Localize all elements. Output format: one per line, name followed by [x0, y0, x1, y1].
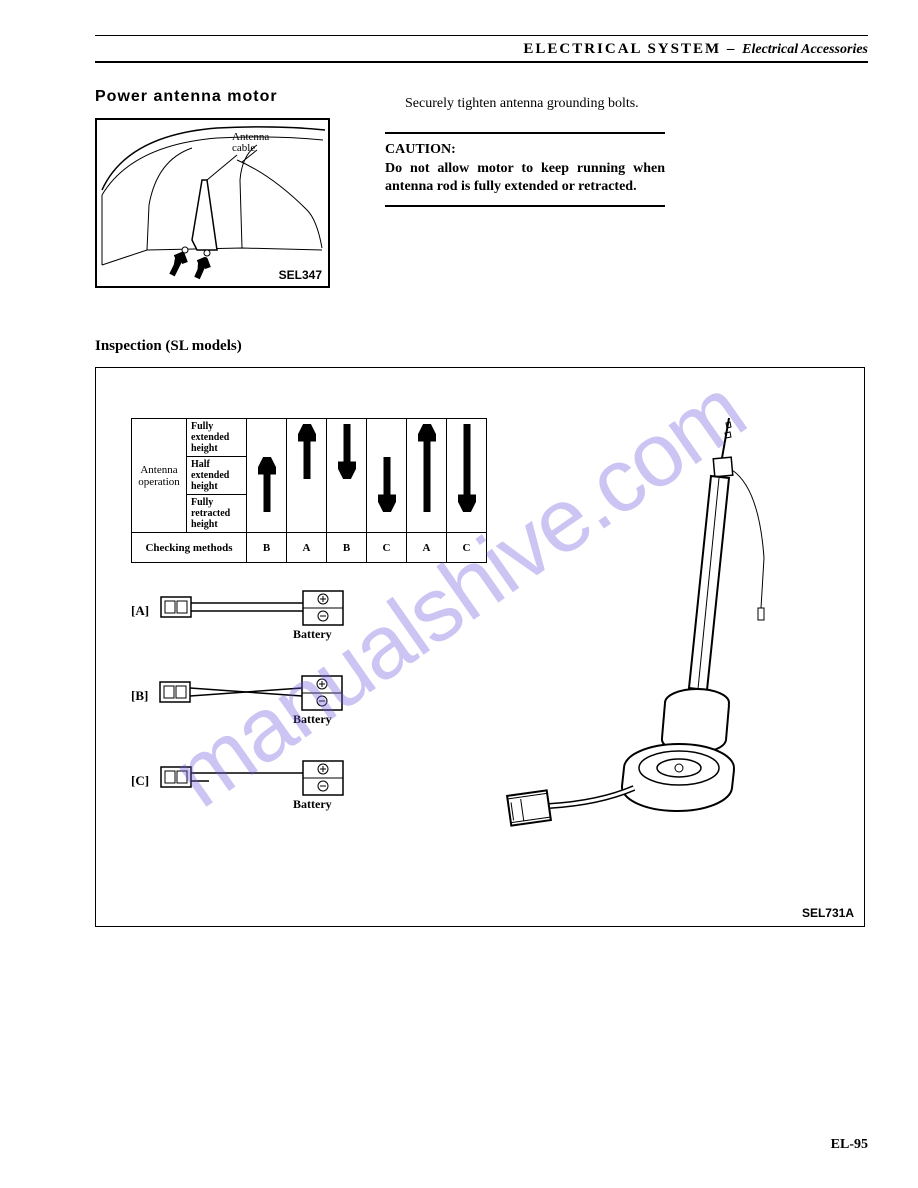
row-fully-ext: Fully extended height	[187, 419, 247, 457]
battery-a: Battery	[293, 627, 332, 642]
row-half-ext: Half extended height	[187, 457, 247, 495]
page-root: ELECTRICAL SYSTEM – Electrical Accessori…	[0, 0, 918, 1188]
figure-2-frame: Antenna operation Fully extended height	[95, 367, 865, 927]
figure-2-code: SEL731A	[802, 906, 854, 920]
antenna-op-label: Antenna operation	[132, 419, 187, 533]
inspection-title: Inspection (SL models)	[95, 338, 868, 355]
arrow-up-icon	[298, 424, 316, 479]
header-dash: –	[721, 41, 742, 57]
connector-a: [A] Battery	[131, 583, 363, 638]
arrow-up-icon	[258, 457, 276, 512]
arrow-up-icon	[418, 424, 436, 512]
arrow-col-5	[447, 419, 487, 533]
battery-b: Battery	[293, 712, 332, 727]
arrow-col-4	[407, 419, 447, 533]
method-5: C	[447, 533, 487, 563]
header-sub: Electrical Accessories	[742, 42, 868, 57]
arrow-col-2	[327, 419, 367, 533]
right-column: Securely tighten antenna grounding bolts…	[385, 88, 665, 288]
conn-a-label: [A]	[131, 603, 149, 619]
conn-b-label: [B]	[131, 688, 148, 704]
arrow-down-icon	[378, 457, 396, 512]
method-4: A	[407, 533, 447, 563]
page-header: ELECTRICAL SYSTEM – Electrical Accessori…	[95, 35, 868, 63]
method-0: B	[247, 533, 287, 563]
row-fully-ret: Fully retracted height	[187, 495, 247, 533]
caution-box: CAUTION: Do not allow motor to keep runn…	[385, 132, 665, 208]
connector-c: [C] Battery	[131, 753, 363, 808]
top-row: Power antenna motor	[95, 88, 868, 288]
left-column: Power antenna motor	[95, 88, 335, 288]
arrow-col-0	[247, 419, 287, 533]
antenna-motor-illustration	[489, 408, 849, 878]
operation-table: Antenna operation Fully extended height	[131, 418, 487, 563]
method-2: B	[327, 533, 367, 563]
figure-1-code: SEL347	[279, 268, 322, 282]
caution-body: Do not allow motor to keep running when …	[385, 160, 665, 198]
caution-title: CAUTION:	[385, 142, 665, 158]
header-main: ELECTRICAL SYSTEM	[523, 41, 721, 57]
method-3: C	[367, 533, 407, 563]
trunk-illustration	[97, 120, 328, 286]
body-text: Securely tighten antenna grounding bolts…	[385, 94, 665, 114]
connector-b: [B] Battery	[131, 668, 362, 723]
conn-c-label: [C]	[131, 773, 149, 789]
arrow-col-3	[367, 419, 407, 533]
arrow-col-1	[287, 419, 327, 533]
method-1: A	[287, 533, 327, 563]
arrow-down-icon	[338, 424, 356, 479]
methods-label: Checking methods	[132, 533, 247, 563]
section-title: Power antenna motor	[95, 88, 335, 106]
arrow-down-icon	[458, 424, 476, 512]
page-number: EL-95	[831, 1137, 868, 1153]
battery-c: Battery	[293, 797, 332, 812]
figure-1: Antenna cable SEL347	[95, 118, 330, 288]
antenna-label: Antenna cable	[232, 132, 269, 154]
